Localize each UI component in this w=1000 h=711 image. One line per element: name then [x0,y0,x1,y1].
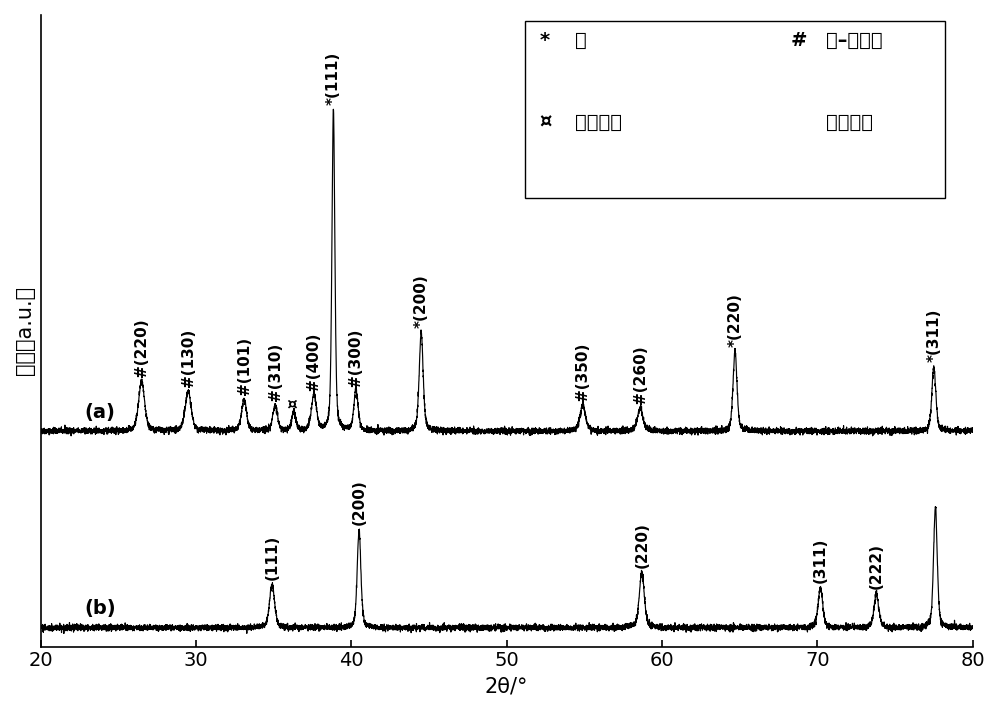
Text: ¤: ¤ [286,398,301,407]
Text: (111): (111) [265,535,280,579]
Text: (b): (b) [84,599,116,619]
Text: (311): (311) [813,538,828,584]
Text: (222): (222) [869,543,884,589]
Text: #(260): #(260) [633,345,648,404]
Text: 二氧化锄: 二氧化锄 [575,113,622,132]
Text: *(220): *(220) [727,293,742,347]
Text: *(111): *(111) [326,52,341,105]
Text: #(130): #(130) [181,328,196,387]
Text: 銀: 銀 [575,31,586,50]
Text: #(300): #(300) [348,328,363,387]
Y-axis label: 强度（a.u.）: 强度（a.u.） [15,287,35,375]
Text: #(350): #(350) [575,343,590,401]
Text: #(400): #(400) [306,332,321,390]
Text: *(311): *(311) [926,309,941,362]
Text: ¤: ¤ [539,113,552,132]
Text: #: # [791,31,807,50]
Text: (200): (200) [352,479,367,525]
X-axis label: 2θ/°: 2θ/° [485,676,528,696]
Text: *(200): *(200) [414,274,429,328]
Text: (220): (220) [634,523,649,568]
Text: #(310): #(310) [268,343,283,401]
Text: (a): (a) [84,402,115,422]
Text: #(220): #(220) [134,319,149,378]
Text: 一氧化锄: 一氧化锄 [826,113,873,132]
Text: #(101): #(101) [237,337,252,395]
Text: *: * [539,31,549,50]
FancyBboxPatch shape [525,21,945,198]
Text: 銀–銀锄矿: 銀–銀锄矿 [826,31,883,50]
